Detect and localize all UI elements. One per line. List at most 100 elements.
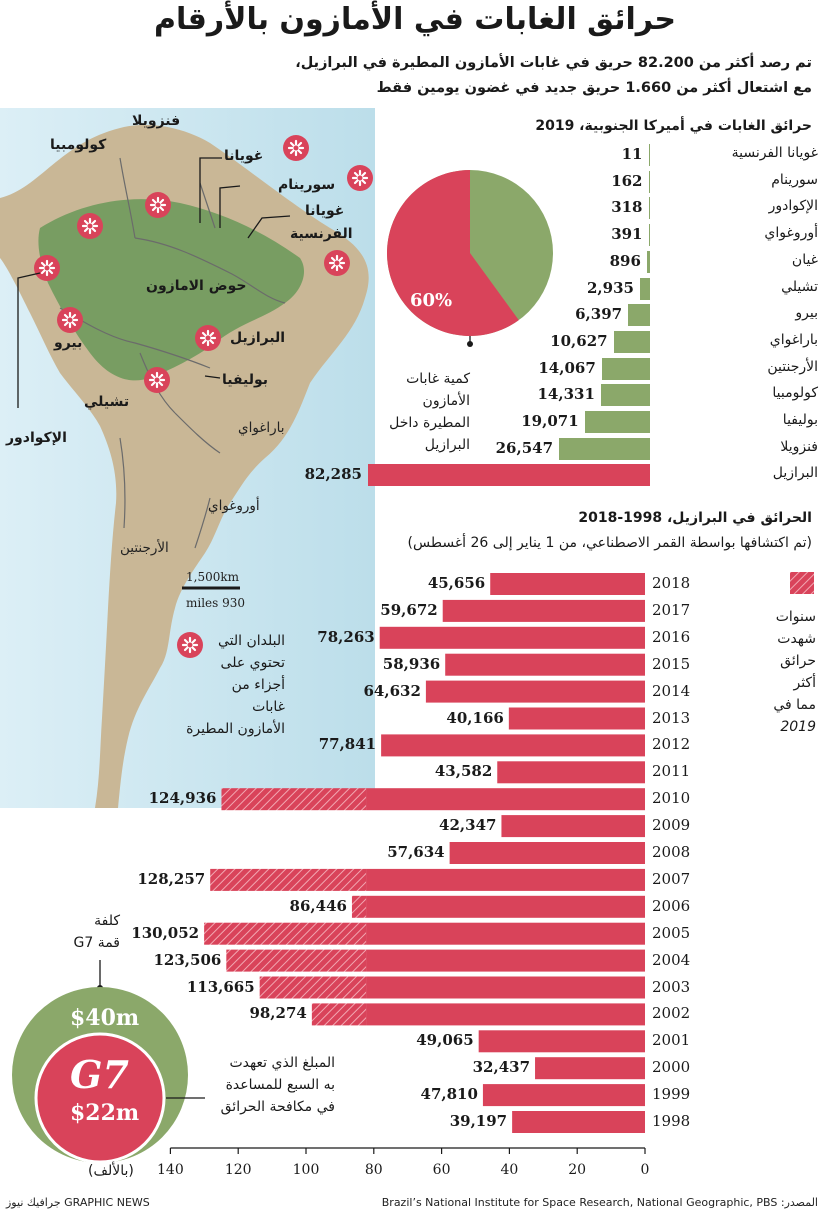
- page-title: حرائق الغابات في الأمازون بالأرقام: [153, 2, 677, 37]
- hatch-legend-swatch: [790, 572, 814, 594]
- sa-category-label: بوليفيا: [782, 412, 818, 428]
- map-label-french-guiana-1: غويانا: [305, 203, 345, 219]
- brazil-value-label: 49,065: [416, 1031, 474, 1050]
- fire-marker-french-guiana: [322, 248, 352, 278]
- pie-caption-line: كمية غابات: [406, 371, 470, 387]
- brazil-bar: [366, 895, 645, 918]
- g7-logo: G7: [70, 1052, 129, 1097]
- brazil-bar: [442, 599, 645, 622]
- sa-value-label: 162: [611, 171, 643, 190]
- brazil-bar: [366, 868, 645, 891]
- map-legend-line: أجزاء من: [231, 677, 285, 693]
- brazil-year-label: 2001: [652, 1031, 691, 1050]
- axis-tick-label: 20: [568, 1162, 587, 1178]
- pie-caption-line: البرازيل: [424, 437, 470, 453]
- source: المصدر: Brazil’s National Institute for …: [381, 1196, 818, 1209]
- map-label-suriname: سورينام: [278, 177, 336, 193]
- subtitle-line-2: مع اشتعال أكثر من 1.660 حريق جديد في غضو…: [376, 80, 812, 96]
- brazil-note: (تم اكتشافها بواسطة القمر الاصطناعي، من …: [407, 535, 812, 551]
- brazil-bar: [425, 680, 645, 703]
- brazil-bar: [366, 1003, 645, 1026]
- sa-category-label: كولومبيا: [772, 385, 818, 402]
- pie-label: 60%: [410, 290, 453, 311]
- brazil-bar: [535, 1057, 645, 1080]
- sa-value-label: 391: [611, 225, 643, 244]
- map-label-uruguay: أوروغواي: [208, 498, 260, 514]
- sa-bar: [648, 144, 650, 166]
- fire-marker-peru: [55, 305, 85, 335]
- brazil-bar: [445, 653, 645, 676]
- axis-tick-label: 0: [640, 1162, 650, 1178]
- axis-unit: (بالألف): [88, 1163, 134, 1179]
- brazil-value-label: 130,052: [131, 923, 200, 942]
- brazil-year-label: 1999: [652, 1085, 691, 1104]
- brazil-year-label: 2018: [652, 574, 691, 592]
- map-legend-line: غابات: [252, 699, 285, 715]
- brazil-year-label: 2007: [652, 869, 691, 888]
- g7-cost-line: كلفة: [94, 913, 120, 929]
- pie-slice-brazil: [387, 170, 519, 336]
- map-label-paraguay: باراغواي: [238, 420, 285, 436]
- fire-marker-guyana: [281, 133, 311, 163]
- brazil-year-label: 2015: [652, 654, 691, 673]
- brazil-bar: [512, 1111, 645, 1133]
- brazil-bar-excess: [311, 1003, 367, 1026]
- brazil-year-label: 2010: [652, 789, 691, 808]
- brazil-bar: [449, 842, 645, 864]
- map-label-ecuador: الإكوادور: [6, 430, 67, 446]
- brazil-value-label: 59,672: [380, 600, 438, 619]
- brazil-value-label: 86,446: [289, 896, 347, 915]
- brazil-value-label: 57,634: [387, 843, 445, 861]
- sa-value-label: 14,331: [537, 385, 595, 404]
- g7-circles: [12, 960, 205, 1164]
- sa-bar: [613, 330, 650, 353]
- brazil-year-label: 2003: [652, 977, 691, 996]
- brazil-bar-excess: [204, 922, 367, 945]
- hatch-legend-line: حرائق: [780, 653, 816, 669]
- brazil-bar-excess: [351, 895, 367, 918]
- hatch-legend-line: مما في: [773, 697, 816, 713]
- brazil-bar: [508, 707, 645, 730]
- brazil-year-label: 2013: [652, 708, 691, 727]
- map-label-bolivia: بوليفيا: [222, 372, 269, 388]
- map-legend-line: الأمازون المطيرة: [186, 721, 285, 737]
- brazil-title: الحرائق في البرازيل، 1998-2018: [578, 510, 812, 526]
- brazil-year-label: 2011: [652, 762, 691, 781]
- brazil-bar: [490, 573, 645, 595]
- brazil-year-label: 2006: [652, 896, 691, 915]
- g7-cost-value: $40m: [70, 1005, 140, 1031]
- sa-bar: [600, 384, 650, 407]
- brazil-bar: [366, 922, 645, 945]
- map-label-colombia: كولومبيا: [50, 137, 107, 153]
- sa-category-label: الإكوادور: [768, 198, 818, 215]
- brazil-bar: [379, 626, 645, 649]
- sa-bar: [646, 250, 650, 273]
- brazil-value-label: 98,274: [249, 1004, 307, 1023]
- brazil-bar: [366, 788, 645, 811]
- brazil-bar-excess: [210, 868, 367, 891]
- brazil-year-label: 2012: [652, 735, 691, 754]
- sa-category-label: فنزويلا: [780, 438, 818, 455]
- brazil-bar: [497, 761, 645, 784]
- map-legend: البلدان التي تحتوي على أجزاء من غابات ال…: [160, 630, 285, 740]
- credit: GRAPHIC NEWS جرافيك نيوز: [6, 1196, 150, 1209]
- pie-caption-line: المطيرة داخل: [389, 415, 470, 431]
- pie-caption: كمية غابات الأمازون المطيرة داخل البرازي…: [360, 368, 470, 456]
- sa-value-label: 14,067: [538, 358, 596, 377]
- brazil-year-label: 2002: [652, 1004, 691, 1023]
- sa-category-label: بيرو: [795, 305, 818, 322]
- brazil-value-label: 40,166: [446, 708, 504, 727]
- brazil-year-label: 2017: [652, 600, 691, 619]
- brazil-year-label: 2005: [652, 923, 691, 942]
- brazil-value-label: 128,257: [137, 869, 206, 888]
- scale-miles: 930 miles: [186, 596, 246, 610]
- sa-category-label: سورينام: [771, 171, 818, 188]
- g7-pledge-line: المبلغ الذي تعهدت: [229, 1055, 335, 1071]
- sa-value-label: 318: [611, 198, 643, 217]
- sa-value-label: 26,547: [495, 438, 554, 457]
- brazil-bar: [366, 976, 645, 999]
- sa-category-label: تشيلي: [781, 278, 818, 295]
- brazil-value-label: 47,810: [420, 1085, 478, 1104]
- sa-category-label: البرازيل: [772, 465, 818, 482]
- brazil-year-label: 2004: [652, 950, 691, 969]
